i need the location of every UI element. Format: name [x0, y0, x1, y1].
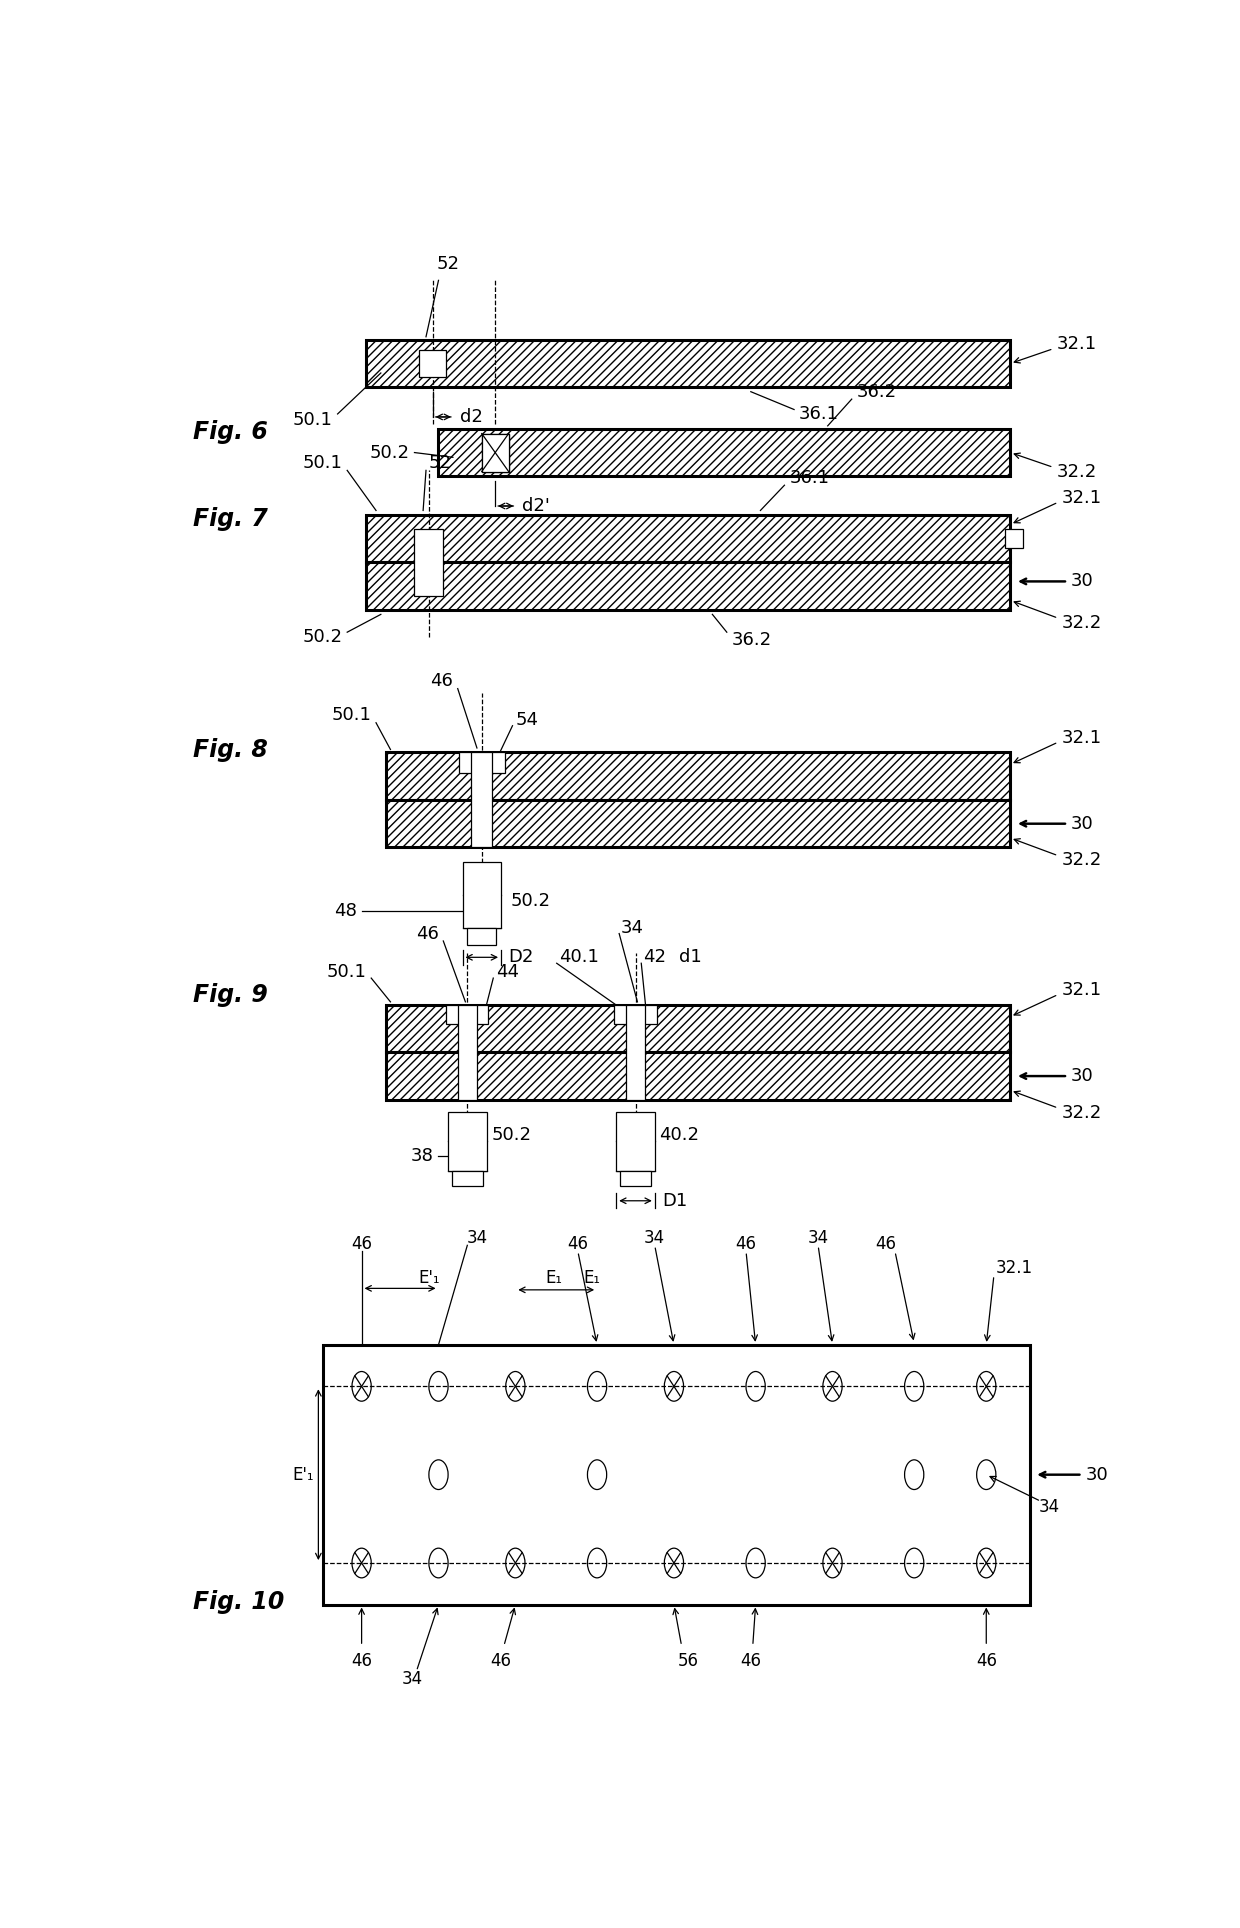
Bar	[481, 434, 508, 472]
Text: 34: 34	[644, 1228, 666, 1247]
Bar	[620, 1170, 651, 1186]
Text: 46: 46	[415, 925, 439, 943]
Text: 46: 46	[491, 1652, 511, 1670]
Text: 50.1: 50.1	[326, 964, 367, 981]
Text: 36.2: 36.2	[857, 382, 897, 401]
Text: 32.1: 32.1	[1061, 981, 1101, 999]
Text: 46: 46	[351, 1652, 372, 1670]
Text: 40.2: 40.2	[660, 1126, 699, 1145]
Text: 34: 34	[621, 918, 644, 937]
Text: 32.1: 32.1	[1061, 729, 1101, 746]
Bar	[614, 1004, 657, 1024]
Text: 30: 30	[1071, 573, 1094, 590]
Bar	[459, 752, 505, 773]
Bar	[471, 752, 492, 848]
Text: Fig. 8: Fig. 8	[193, 738, 268, 762]
Text: 46: 46	[568, 1234, 588, 1253]
Text: 52: 52	[429, 453, 451, 472]
Text: 32.2: 32.2	[1061, 852, 1101, 870]
Text: 50.1: 50.1	[331, 706, 371, 725]
Text: 32.1: 32.1	[1056, 335, 1096, 353]
Bar	[386, 800, 1011, 848]
Text: Fig. 9: Fig. 9	[193, 983, 268, 1006]
Bar	[367, 563, 1011, 609]
Text: 46: 46	[735, 1234, 756, 1253]
Text: 50.1: 50.1	[293, 411, 332, 428]
Bar	[1006, 528, 1023, 548]
Text: 34: 34	[466, 1228, 487, 1247]
Text: 38: 38	[410, 1147, 434, 1165]
Bar	[448, 1112, 486, 1170]
Text: 32.1: 32.1	[996, 1259, 1033, 1276]
Text: 50.2: 50.2	[370, 443, 409, 461]
Text: 46: 46	[976, 1652, 997, 1670]
Bar	[463, 862, 501, 927]
Bar	[467, 927, 496, 945]
Text: 50.2: 50.2	[491, 1126, 532, 1145]
Bar	[451, 1170, 482, 1186]
Text: E'₁: E'₁	[418, 1269, 440, 1288]
Text: 34: 34	[1039, 1498, 1060, 1515]
Text: D2: D2	[508, 949, 534, 966]
Bar	[367, 515, 1011, 563]
Text: 52: 52	[436, 254, 460, 274]
Text: E₁: E₁	[546, 1269, 562, 1288]
Text: 32.2: 32.2	[1061, 613, 1101, 632]
Text: Fig. 6: Fig. 6	[193, 420, 268, 443]
Text: 54: 54	[516, 711, 538, 729]
Text: 36.1: 36.1	[799, 405, 839, 422]
Text: 34: 34	[807, 1228, 828, 1247]
Bar	[324, 1346, 1029, 1604]
Text: 56: 56	[678, 1652, 699, 1670]
Bar	[439, 428, 1011, 476]
Text: 30: 30	[1085, 1465, 1109, 1485]
Text: 46: 46	[351, 1234, 372, 1253]
Text: Fig. 7: Fig. 7	[193, 507, 268, 532]
Text: 40.1: 40.1	[558, 949, 599, 966]
Bar	[458, 1004, 477, 1099]
Bar	[446, 1004, 489, 1024]
Text: 36.2: 36.2	[732, 630, 771, 648]
Text: D1: D1	[662, 1192, 688, 1209]
Text: 44: 44	[496, 964, 520, 981]
Bar	[386, 1053, 1011, 1099]
Text: 34: 34	[402, 1670, 423, 1687]
Text: 48: 48	[334, 902, 357, 920]
Text: 32.2: 32.2	[1061, 1103, 1101, 1122]
Bar	[481, 434, 508, 472]
Bar	[386, 1004, 1011, 1053]
Text: Fig. 10: Fig. 10	[193, 1591, 285, 1614]
Text: 42: 42	[644, 949, 666, 966]
Bar	[386, 752, 1011, 800]
Bar	[616, 1112, 655, 1170]
Text: 46: 46	[430, 673, 453, 690]
Text: 30: 30	[1071, 816, 1094, 833]
Bar	[626, 1004, 645, 1099]
Bar	[419, 351, 446, 376]
Text: 46: 46	[740, 1652, 761, 1670]
Text: E'₁: E'₁	[291, 1465, 314, 1485]
Text: E₁: E₁	[584, 1269, 600, 1288]
Text: 50.2: 50.2	[511, 893, 551, 910]
Text: d2: d2	[460, 409, 482, 426]
Text: 32.2: 32.2	[1056, 463, 1096, 480]
Bar	[414, 528, 444, 596]
Text: 50.1: 50.1	[303, 453, 342, 472]
Text: 50.2: 50.2	[303, 629, 342, 646]
Text: 46: 46	[875, 1234, 895, 1253]
Bar	[367, 339, 1011, 388]
Text: d1: d1	[678, 949, 702, 966]
Text: 32.1: 32.1	[1061, 488, 1101, 507]
Text: 30: 30	[1071, 1066, 1094, 1085]
Text: d2': d2'	[522, 497, 551, 515]
Text: 36.1: 36.1	[789, 469, 830, 486]
